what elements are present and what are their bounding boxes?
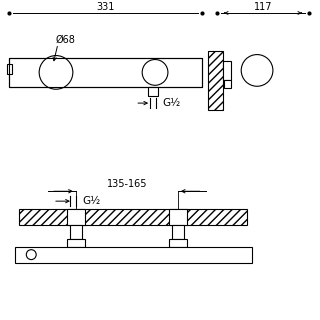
Circle shape <box>39 56 73 89</box>
Bar <box>20 209 247 225</box>
Text: Ø68: Ø68 <box>56 35 76 45</box>
Bar <box>208 51 223 110</box>
Text: G½: G½ <box>162 98 180 108</box>
Bar <box>67 209 85 225</box>
Bar <box>10 58 202 87</box>
Bar <box>148 87 158 96</box>
Text: 331: 331 <box>96 2 115 12</box>
Bar <box>10 58 202 87</box>
Bar <box>67 239 85 247</box>
Bar <box>7 64 12 74</box>
Text: 117: 117 <box>254 2 272 12</box>
Text: 135-165: 135-165 <box>107 179 147 189</box>
Bar <box>224 80 231 88</box>
Text: G½: G½ <box>83 196 101 206</box>
Bar <box>169 239 187 247</box>
Bar <box>169 209 187 225</box>
Bar <box>223 60 231 80</box>
Bar <box>15 247 252 262</box>
Circle shape <box>241 55 273 86</box>
Circle shape <box>142 60 168 85</box>
Bar <box>172 225 184 239</box>
Bar <box>70 225 82 239</box>
